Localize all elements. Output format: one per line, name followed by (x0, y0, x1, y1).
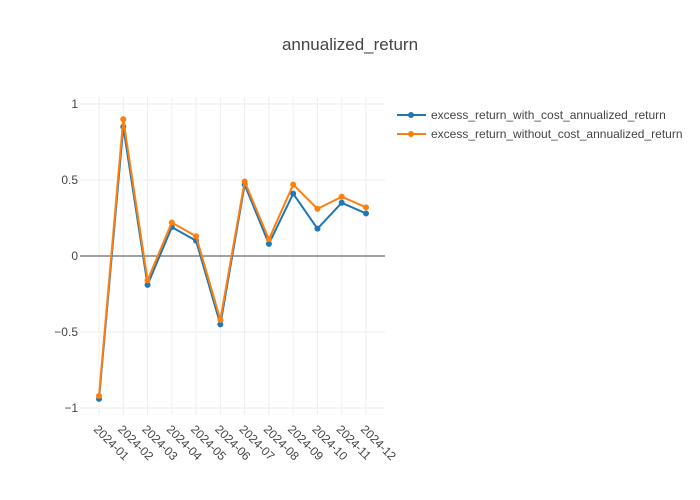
legend-swatch-marker (408, 131, 414, 137)
data-point[interactable] (168, 219, 175, 226)
y-tick-label: 0.5 (61, 173, 78, 187)
plot-area (96, 116, 369, 402)
y-tick-label: −1 (64, 401, 78, 415)
data-point[interactable] (363, 210, 369, 217)
data-point[interactable] (338, 199, 345, 206)
data-point[interactable] (363, 204, 369, 211)
data-point[interactable] (314, 225, 321, 232)
data-point[interactable] (290, 190, 297, 197)
y-tick-label: 1 (71, 97, 78, 111)
data-point[interactable] (144, 277, 151, 284)
legend-label: excess_return_without_cost_annualized_re… (431, 127, 683, 141)
legend-item[interactable]: excess_return_with_cost_annualized_retur… (397, 108, 666, 122)
data-point[interactable] (217, 316, 224, 323)
series-1 (96, 123, 369, 402)
legend-label: excess_return_with_cost_annualized_retur… (431, 108, 666, 122)
data-point[interactable] (265, 240, 272, 247)
y-tick-label: −0.5 (54, 325, 78, 339)
data-point[interactable] (217, 321, 224, 328)
data-point[interactable] (290, 181, 297, 188)
series-line (98, 125, 367, 399)
legend-swatch-marker (408, 112, 414, 118)
data-point[interactable] (96, 392, 102, 399)
data-point[interactable] (241, 178, 248, 185)
grid (80, 97, 385, 415)
data-point[interactable] (265, 236, 272, 243)
y-tick-label: 0 (71, 249, 78, 263)
series-line (98, 118, 367, 396)
data-point[interactable] (193, 233, 200, 240)
data-point[interactable] (338, 193, 345, 200)
legend[interactable]: excess_return_with_cost_annualized_retur… (397, 108, 683, 141)
chart-title: annualized_return (282, 35, 418, 54)
legend-item[interactable]: excess_return_without_cost_annualized_re… (397, 127, 683, 141)
data-point[interactable] (144, 281, 151, 288)
data-point[interactable] (120, 116, 127, 123)
series-2 (96, 116, 369, 399)
data-point[interactable] (314, 205, 321, 212)
